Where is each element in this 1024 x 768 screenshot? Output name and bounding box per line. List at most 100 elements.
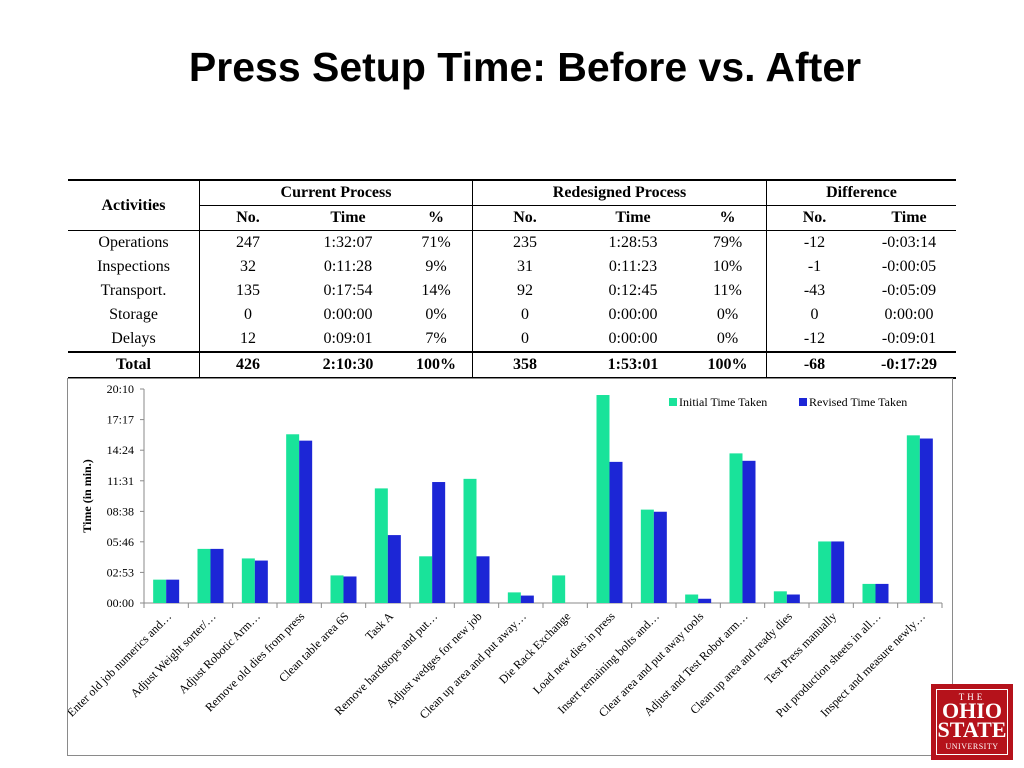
table-cell: -43 <box>766 279 862 303</box>
bar-revised <box>210 548 224 603</box>
bar-revised <box>432 482 446 603</box>
table-cell: -0:09:01 <box>881 330 937 347</box>
bar-chart: 00:00 02:53 05:46 08:38 11:31 14:24 17:17 20:10… <box>67 378 953 756</box>
y-axis-title: Time (in min.) <box>80 459 94 532</box>
bar-initial <box>552 575 566 603</box>
group-difference: Difference <box>766 179 956 206</box>
bar-initial <box>773 591 787 603</box>
table-cell: 1:53:01 <box>577 351 689 379</box>
legend-label-revised: Revised Time Taken <box>809 395 907 409</box>
table-cell: -0:00:05 <box>881 258 937 275</box>
x-tick-label: Load new dies in press <box>530 609 618 697</box>
table-cell: Storage <box>109 306 158 323</box>
bar-initial <box>685 594 699 603</box>
table-cell: 100% <box>689 351 767 379</box>
table-cell: 0:00:00 <box>884 306 934 323</box>
bar-revised <box>166 579 180 603</box>
table-cell: -12 <box>766 230 862 255</box>
chart-canvas: 00:00 02:53 05:46 08:38 11:31 14:24 17:17 20:10… <box>68 382 943 722</box>
bar-initial <box>286 434 300 603</box>
table-cell: 14% <box>421 282 451 299</box>
bar-revised <box>875 583 889 603</box>
table-cell: 0:09:01 <box>323 330 373 347</box>
table-cell: 0:12:45 <box>608 282 658 299</box>
legend-swatch-revised <box>799 398 807 406</box>
bar-revised <box>919 438 933 603</box>
table-cell: 0 <box>199 303 296 327</box>
summary-table: Activities Current Process Redesigned Pr… <box>68 179 956 379</box>
bar-initial <box>862 583 876 603</box>
table-cell: 0 <box>766 303 862 327</box>
table-cell: -0:05:09 <box>881 282 937 299</box>
table-cell: 358 <box>472 351 577 379</box>
x-tick-label: Adjust Weight sorter/… <box>128 609 219 700</box>
bar-initial <box>419 556 433 603</box>
table-cell: 10% <box>712 258 743 275</box>
table-cell: 0:00:00 <box>323 306 373 323</box>
table-cell: 100% <box>400 351 473 379</box>
table-cell: 0:17:54 <box>323 282 373 299</box>
bar-revised <box>387 535 401 603</box>
table-cell: 0% <box>716 306 739 323</box>
table-cell: 92 <box>472 279 577 303</box>
table-total-row: Total 426 2:10:30 100% 358 1:53:01 100% … <box>68 351 956 379</box>
subheader-redesigned-pct: % <box>689 205 767 231</box>
table-cell: 426 <box>199 351 296 379</box>
bar-initial <box>596 395 610 603</box>
table-cell: 0:00:00 <box>608 330 658 347</box>
bar-initial <box>241 558 255 603</box>
table-cell: 0:00:00 <box>608 306 658 323</box>
table-subheader-row: No. Time % No. Time % No. Time <box>68 205 956 231</box>
table-cell: 32 <box>199 255 296 279</box>
bar-revised <box>520 595 534 603</box>
table-cell: 0:11:23 <box>608 258 658 275</box>
bar-revised <box>653 511 667 603</box>
slide-title: Press Setup Time: Before vs. After <box>188 44 862 90</box>
table-cell: 135 <box>199 279 296 303</box>
table-cell: Delays <box>111 330 156 347</box>
bar-initial <box>153 579 167 603</box>
table-cell: Transport. <box>100 282 167 299</box>
table-cell: -12 <box>766 327 862 352</box>
table-cell: 12 <box>199 327 296 352</box>
bar-initial <box>729 453 743 603</box>
legend-swatch-initial <box>669 398 677 406</box>
bar-initial <box>197 548 211 603</box>
ohio-state-logo: THE OHIO STATE UNIVERSITY <box>931 684 1013 760</box>
logo-university-text: UNIVERSITY <box>945 742 999 751</box>
y-tick-label: 20:10 <box>107 382 134 396</box>
table-group-header-row: Activities Current Process Redesigned Pr… <box>68 179 956 231</box>
logo-ohio-text: OHIO <box>942 698 1002 723</box>
table-row: Transport. 135 0:17:54 14% 92 0:12:45 11… <box>68 279 956 303</box>
table-cell: Total <box>68 351 200 379</box>
bar-initial <box>463 478 477 603</box>
subheader-current-pct: % <box>400 205 473 231</box>
bar-revised <box>476 556 490 603</box>
bar-revised <box>786 594 800 603</box>
subheader-redesigned-no: No. <box>472 205 577 231</box>
table-cell: 247 <box>199 230 296 255</box>
subheader-difference-time: Time <box>862 205 956 231</box>
subheader-current-time: Time <box>296 205 400 231</box>
table-cell: 0 <box>472 327 577 352</box>
y-tick-label: 14:24 <box>107 443 134 457</box>
table-cell: 9% <box>425 258 447 275</box>
table-cell: 0:11:28 <box>323 258 373 275</box>
bar-revised <box>343 576 357 603</box>
y-tick-label: 00:00 <box>107 596 134 610</box>
table-cell: Operations <box>98 234 169 251</box>
logo-state-text: STATE <box>937 717 1007 742</box>
table-cell: 79% <box>712 234 743 251</box>
table-cell: 31 <box>472 255 577 279</box>
table-cell: 0 <box>472 303 577 327</box>
table-row: Storage 0 0:00:00 0% 0 0:00:00 0% 0 0:00… <box>68 303 956 327</box>
y-tick-label: 11:31 <box>107 474 134 488</box>
bar-revised <box>609 461 623 603</box>
y-tick-label: 08:38 <box>107 504 134 518</box>
table-row: Delays 12 0:09:01 7% 0 0:00:00 0% -12 -0… <box>68 327 956 352</box>
table-cell: Inspections <box>97 258 170 275</box>
subheader-redesigned-time: Time <box>577 205 689 231</box>
table-cell: -0:17:29 <box>862 351 956 379</box>
table-cell: -68 <box>766 351 862 379</box>
group-current-process: Current Process <box>199 179 473 206</box>
